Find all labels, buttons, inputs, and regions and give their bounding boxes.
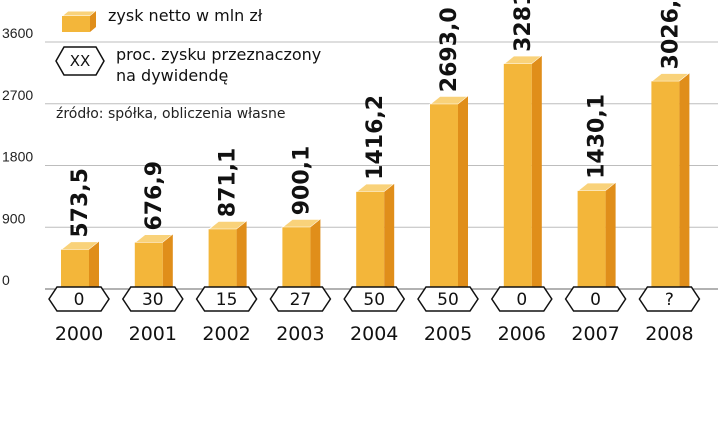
dividend-label: 30: [142, 290, 164, 310]
bar-front: [134, 242, 163, 289]
y-tick-label: 1800: [2, 149, 33, 165]
bar-side: [384, 183, 395, 289]
bar: [576, 182, 618, 289]
x-tick-label: 2004: [350, 323, 398, 345]
dividend-hexagon: [121, 286, 184, 312]
x-tick-label: 2003: [276, 323, 324, 345]
value-label: 3026,8: [658, 0, 683, 69]
bar: [502, 55, 544, 289]
bar-front: [356, 191, 385, 289]
dividend-hexagon: [638, 286, 701, 312]
y-tick-label: 0: [2, 272, 10, 288]
x-tick-label: 2008: [645, 323, 693, 345]
bar: [280, 218, 322, 289]
legend-dividend-line2: na dywidendę: [116, 66, 229, 85]
x-tick-label: 2001: [129, 323, 177, 345]
dividend-hexagon: [195, 286, 258, 312]
x-tick-label: 2006: [498, 323, 546, 345]
bar-front: [651, 81, 680, 290]
dividend-hexagon: [48, 286, 110, 312]
legend-bar-icon: [60, 10, 98, 32]
x-tick-label: 2007: [571, 323, 619, 345]
value-label: 871,1: [216, 148, 241, 218]
bar-front: [282, 227, 311, 289]
y-tick-label: 2700: [2, 87, 33, 103]
dividend-label: 50: [363, 290, 385, 310]
legend-hexagon-icon: XX: [55, 46, 105, 76]
bars: [59, 55, 691, 290]
bar-side: [605, 182, 616, 289]
bar-front: [503, 63, 532, 289]
value-label: 900,1: [289, 146, 314, 216]
bar: [133, 234, 175, 289]
value-label: 676,9: [142, 161, 167, 231]
dividend-hexagon: [490, 286, 553, 312]
value-label: 1416,2: [363, 95, 388, 180]
bar: [354, 183, 396, 289]
dividend-label: 0: [590, 290, 601, 310]
y-tick-label: 900: [2, 210, 26, 226]
dividend-label: 50: [437, 290, 459, 310]
value-labels: 573,5 676,9 871,1 900,1 1416,2 2693,0 3281,0 14…: [68, 0, 683, 238]
x-tick-label: 2005: [424, 323, 472, 345]
dividend-hexagon: [564, 286, 627, 312]
legend-dividend-label: proc. zysku przeznaczony na dywidendę: [116, 44, 322, 86]
bar-side: [236, 221, 247, 289]
bar-front: [61, 249, 89, 289]
bar: [428, 95, 470, 289]
x-tick-label: 2000: [55, 323, 103, 345]
dividend-label: 0: [74, 290, 85, 310]
dividend-label: ?: [665, 290, 674, 310]
dividend-label: 27: [290, 290, 312, 310]
legend-hexagon-symbol: XX: [70, 52, 91, 70]
bar-front: [577, 190, 606, 289]
bar-side: [458, 96, 468, 289]
legend-profit-label: zysk netto w mln zł: [108, 6, 263, 25]
value-label: 2693,0: [437, 7, 462, 92]
source-note: źródło: spółka, obliczenia własne: [56, 106, 286, 122]
bar-side: [679, 73, 690, 290]
bar: [207, 220, 249, 289]
bar-side: [162, 234, 173, 289]
value-label: 3281,0: [511, 0, 536, 52]
legend-dividend-line1: proc. zysku przeznaczony: [116, 45, 322, 64]
x-tick-label: 2002: [202, 323, 250, 345]
bar-side: [89, 241, 99, 289]
y-tick-label: 3600: [2, 25, 33, 41]
bar-side: [310, 219, 321, 289]
bar: [649, 72, 691, 290]
value-label: 573,5: [68, 168, 93, 238]
dividend-label: 15: [216, 290, 238, 310]
bar-front: [208, 229, 237, 289]
value-label: 1430,1: [585, 94, 610, 179]
category-axis: 0 2000 30 2001 15 2002 27 2003 50 2004 50 2005 0 2006…: [48, 286, 701, 345]
dividend-hexagon: [343, 286, 406, 312]
bar-side: [531, 55, 542, 289]
dividend-label: 0: [516, 290, 527, 310]
bar-front: [430, 104, 458, 289]
dividend-hexagon: [417, 286, 479, 312]
bar: [59, 241, 101, 289]
dividend-hexagon: [269, 286, 332, 312]
